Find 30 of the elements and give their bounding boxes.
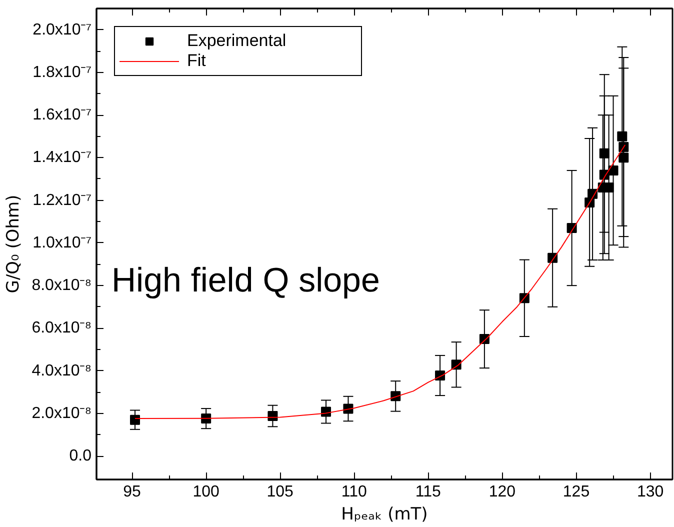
annotation: High field Q slope (112, 262, 380, 300)
y-tick-label: 6.0x10⁻⁸ (32, 320, 92, 337)
y-tick-label: 1.0x10⁻⁷ (32, 234, 92, 252)
x-tick-label: 110 (341, 484, 367, 500)
x-tick-label: 125 (562, 484, 590, 500)
x-tick-label: 115 (415, 484, 442, 500)
x-axis-title: Hₚₑₐₖ (mT) (341, 504, 428, 524)
x-tick-label: 130 (636, 484, 664, 500)
point (130, 414, 140, 425)
y-tick-label: 4.0x10⁻⁸ (32, 362, 92, 380)
y-tick-label: 8.0x10⁻⁸ (32, 277, 92, 294)
point (617, 131, 628, 142)
x-tick-label: 95 (123, 484, 142, 500)
y-axis-title: G/Q₀ (Ohm) (4, 194, 24, 294)
y-tick-label: 2.0x10⁻⁸ (32, 404, 92, 422)
y-tick-label: 1.4x10⁻⁷ (32, 149, 92, 166)
legend-label: Fit (187, 51, 207, 71)
x-tick-label: 100 (192, 484, 220, 500)
x-tick-label: 120 (488, 484, 516, 500)
point (608, 165, 618, 176)
y-tick-label: 1.6x10⁻⁷ (32, 106, 92, 124)
y-tick-label: 1.8x10⁻⁷ (32, 64, 92, 81)
y-tick-label: 2.0x10⁻⁷ (32, 21, 92, 38)
x-tick-label: 105 (266, 484, 294, 500)
legend-label: Experimental (187, 31, 288, 51)
point (599, 148, 610, 158)
y-tick-label: 1.2x10⁻⁷ (32, 192, 92, 209)
point (618, 152, 629, 163)
point (618, 142, 629, 152)
y-tick-label: 0.0 (69, 448, 92, 465)
